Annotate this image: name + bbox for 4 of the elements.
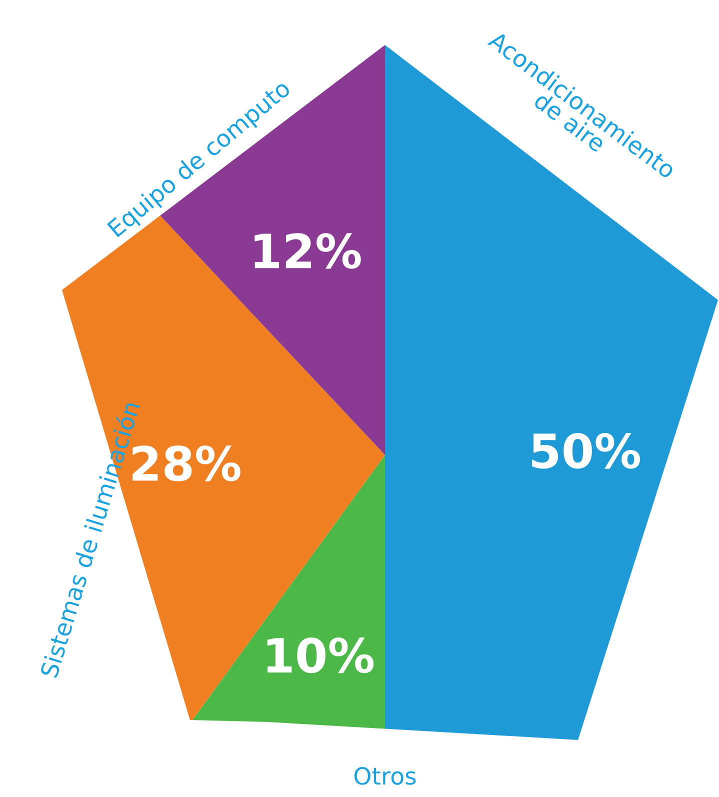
slice-label: Otros	[354, 766, 416, 785]
data-label: 10%	[267, 637, 374, 674]
data-label: 12%	[254, 233, 361, 269]
data-label: 50%	[532, 432, 640, 469]
